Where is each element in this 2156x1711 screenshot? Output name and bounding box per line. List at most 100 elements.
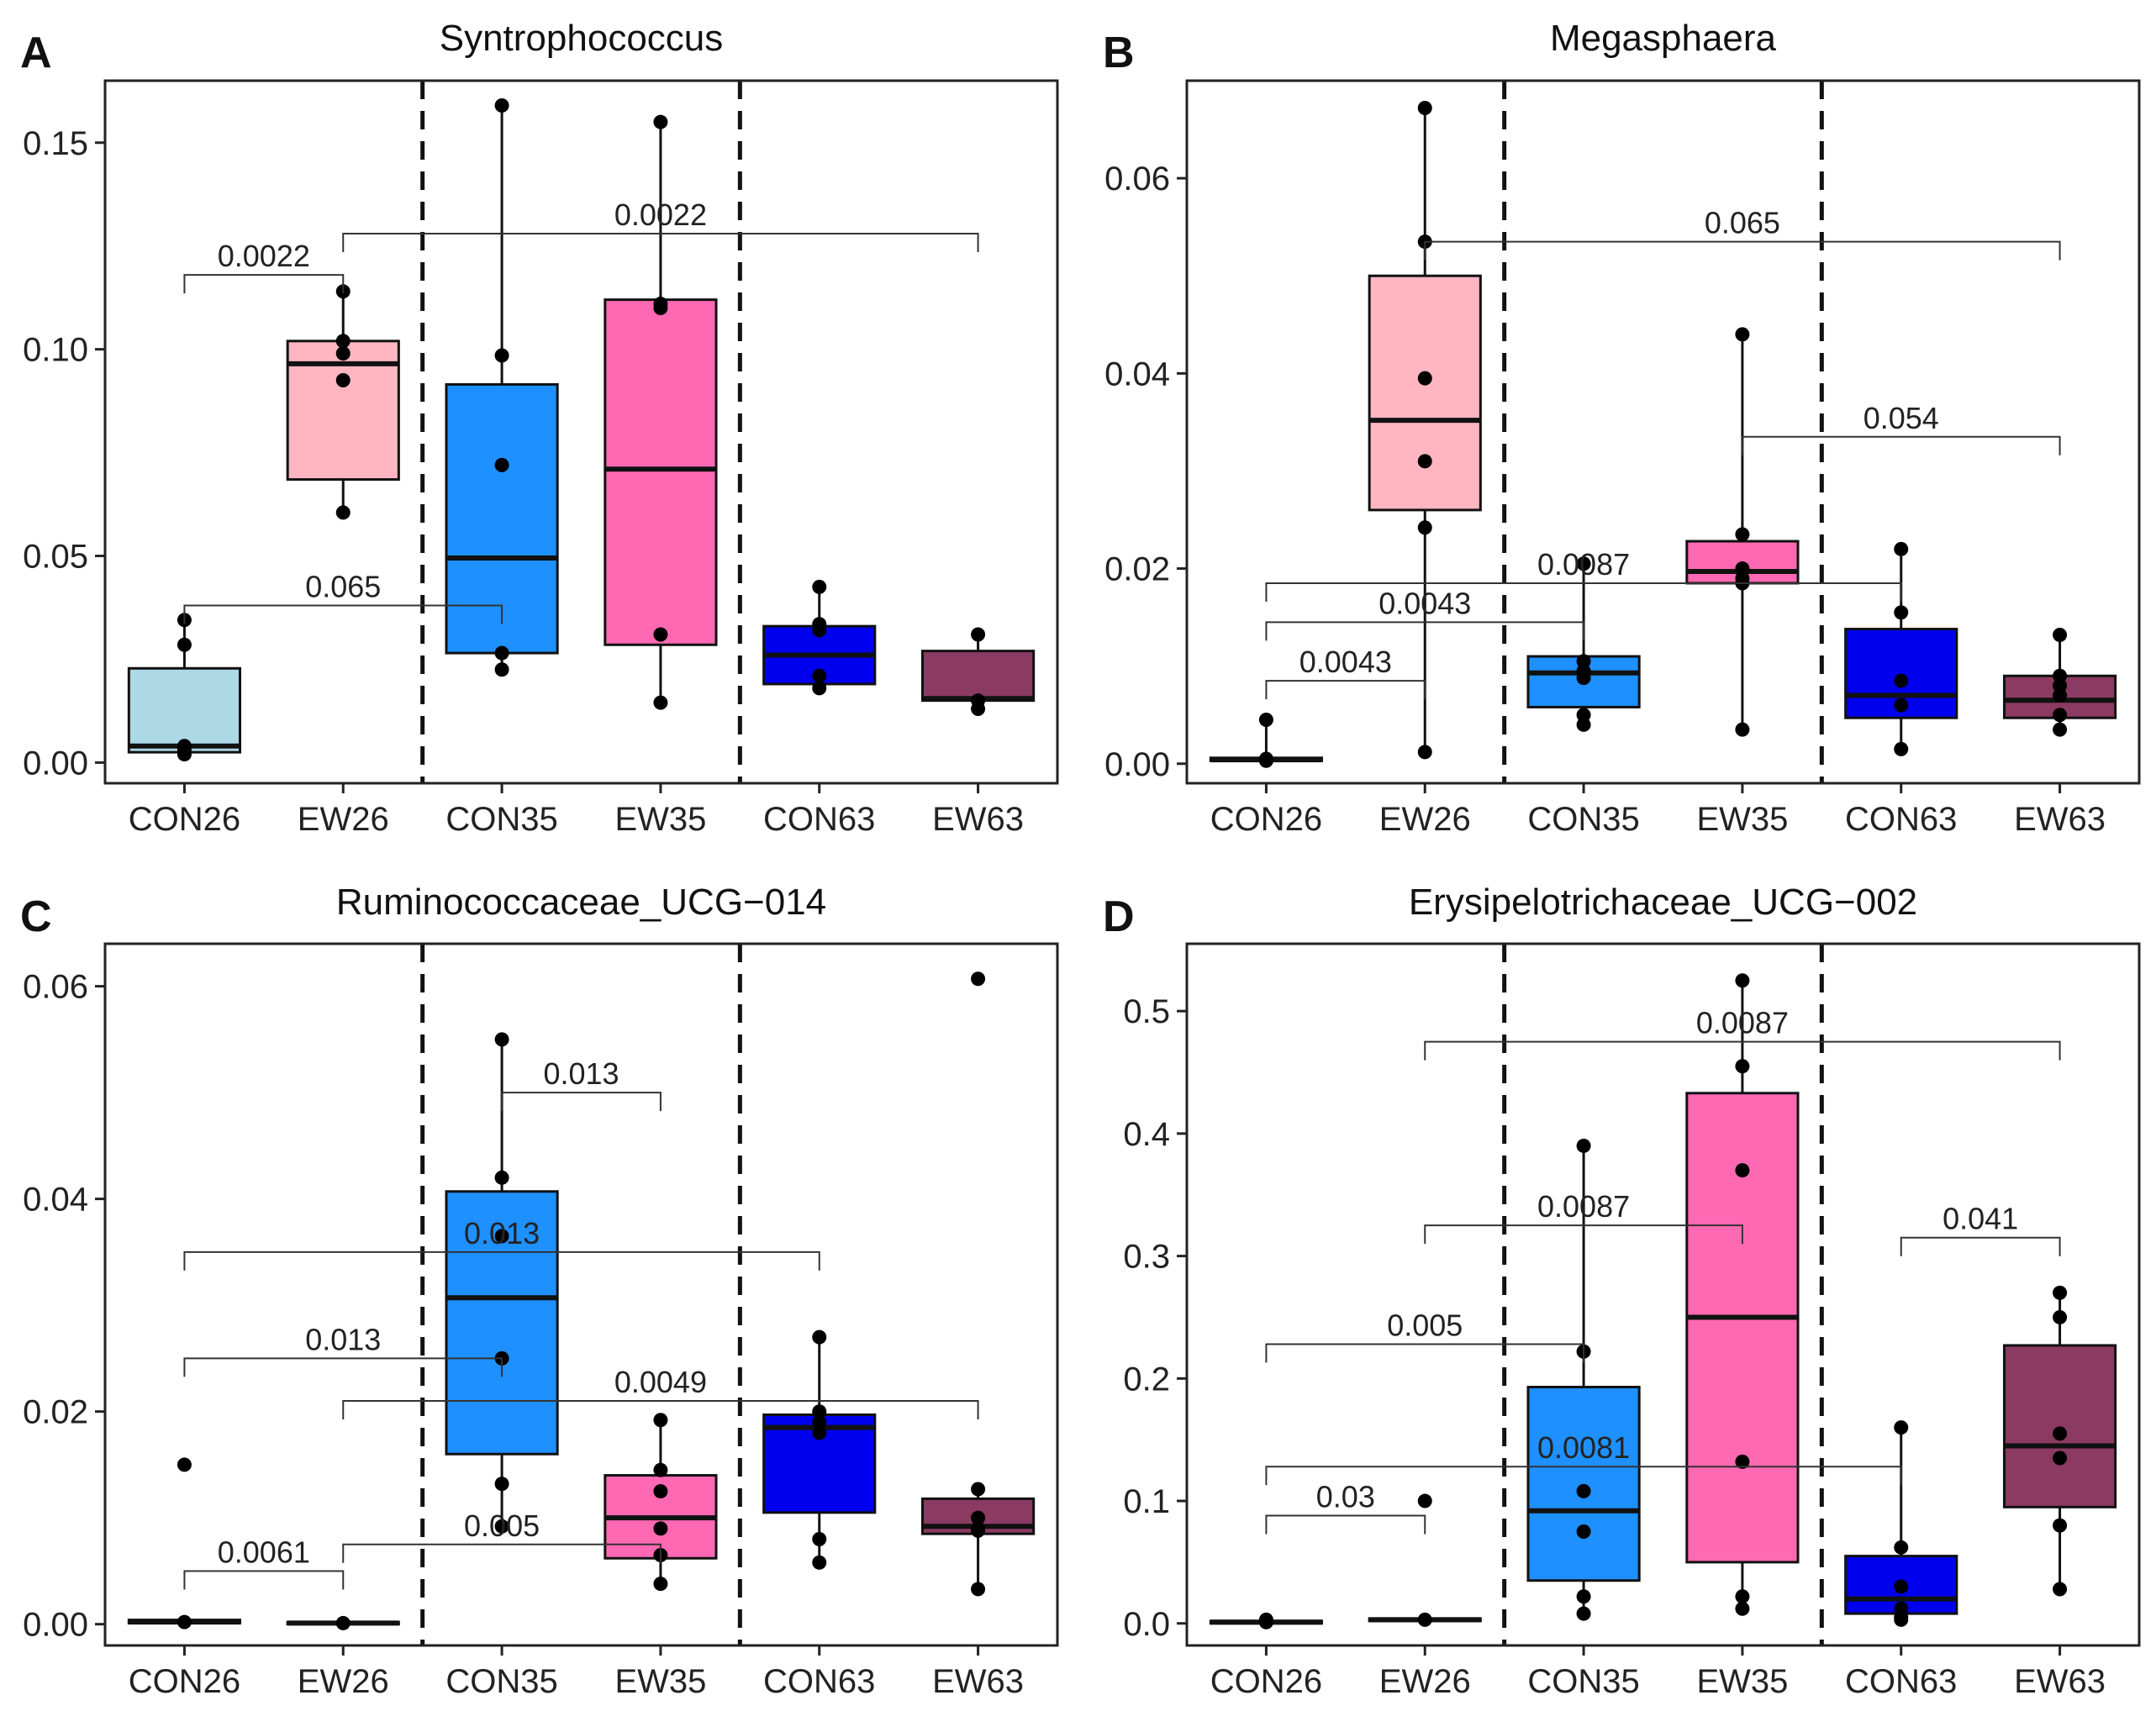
x-category-label: CON63 xyxy=(763,801,875,838)
box-ew35 xyxy=(1685,980,1800,1609)
comparison-bracket xyxy=(1265,1343,1585,1363)
comparison-bracket xyxy=(342,1543,662,1563)
x-category-label: CON26 xyxy=(129,801,240,838)
y-tick-label: 0.02 xyxy=(23,1394,88,1431)
data-point xyxy=(1894,605,1909,620)
data-point xyxy=(2053,1426,2068,1441)
data-point xyxy=(1576,717,1591,732)
p-value-label: 0.0049 xyxy=(614,1365,707,1399)
box-iqr xyxy=(1368,274,1482,512)
panel-letter: C xyxy=(20,892,52,941)
data-point xyxy=(1894,1420,1909,1435)
p-value-label: 0.0061 xyxy=(218,1535,310,1569)
y-tick-label: 0.04 xyxy=(1104,355,1170,392)
box-con26 xyxy=(127,619,242,755)
x-category-label: CON26 xyxy=(1210,1663,1322,1700)
data-point xyxy=(1894,1612,1909,1627)
data-point xyxy=(971,1510,986,1525)
comparison-bracket xyxy=(1424,240,2061,261)
p-value-label: 0.0022 xyxy=(614,197,707,232)
data-point xyxy=(1894,741,1909,756)
data-point xyxy=(494,1519,509,1534)
data-point xyxy=(1894,698,1909,713)
x-category-label: EW26 xyxy=(298,1663,389,1700)
data-point xyxy=(1735,1059,1750,1074)
y-tick-label: 0.00 xyxy=(1104,746,1170,783)
data-point xyxy=(1417,745,1432,760)
data-point xyxy=(494,1477,509,1492)
box-ew63 xyxy=(920,1489,1036,1589)
y-tick-label: 0.5 xyxy=(1123,993,1170,1030)
comparison-bracket xyxy=(183,1357,503,1377)
data-point xyxy=(177,1614,192,1629)
data-point xyxy=(1417,1612,1432,1627)
data-point xyxy=(1894,673,1909,688)
x-category-label: EW35 xyxy=(614,801,706,838)
comparison-bracket xyxy=(1265,582,1902,602)
comparison-bracket xyxy=(1424,1040,2061,1061)
box-iqr xyxy=(2002,1344,2117,1508)
data-point xyxy=(494,1032,509,1047)
data-point xyxy=(653,1577,668,1592)
comparison-bracket xyxy=(342,232,979,252)
data-point xyxy=(335,1615,351,1630)
comparison-bracket xyxy=(1265,1514,1426,1535)
data-point xyxy=(494,457,509,472)
comparison-bracket xyxy=(183,274,345,294)
box-con35 xyxy=(445,105,559,670)
x-category-label: CON63 xyxy=(1845,1663,1957,1700)
data-point xyxy=(812,1425,827,1440)
data-point xyxy=(2053,1582,2068,1597)
data-point xyxy=(2053,1285,2068,1300)
p-value-label: 0.0022 xyxy=(218,239,310,273)
data-point xyxy=(335,373,351,388)
box-iqr xyxy=(127,666,242,754)
x-category-label: EW35 xyxy=(1696,1663,1788,1700)
p-value-label: 0.005 xyxy=(464,1508,540,1543)
box-ew35 xyxy=(604,122,718,703)
box-iqr xyxy=(1526,1386,1641,1582)
data-point xyxy=(812,1531,827,1546)
data-point xyxy=(494,98,509,113)
x-category-label: CON63 xyxy=(763,1663,875,1700)
comparison-bracket xyxy=(183,604,503,624)
p-value-label: 0.0087 xyxy=(1696,1006,1789,1040)
data-point xyxy=(1894,1540,1909,1555)
data-point xyxy=(2053,628,2068,643)
y-tick-label: 0.06 xyxy=(1104,161,1170,197)
panel-a: A Syntrophococcus 0.0022 0.0022 0.065 0.00 0.0… xyxy=(20,18,1059,838)
comparison-bracket xyxy=(183,1570,345,1590)
data-point xyxy=(1894,541,1909,556)
data-point xyxy=(971,971,986,987)
data-point xyxy=(2053,1309,2068,1324)
panel-c: C Ruminococcaceae_UCG−014 0.013 0.013 0.013 0… xyxy=(20,882,1059,1700)
data-point xyxy=(653,1521,668,1536)
panel-title: Syntrophococcus xyxy=(440,18,724,59)
p-value-label: 0.0081 xyxy=(1537,1430,1630,1465)
panel-frame xyxy=(103,79,1059,785)
data-point xyxy=(2053,688,2068,703)
data-point xyxy=(335,346,351,361)
data-point xyxy=(1576,556,1591,571)
box-con35 xyxy=(445,1039,559,1527)
p-value-label: 0.065 xyxy=(305,570,381,604)
data-point xyxy=(1735,527,1750,542)
panel-letter: D xyxy=(1103,892,1135,941)
data-point xyxy=(812,1555,827,1570)
y-tick-label: 0.2 xyxy=(1123,1361,1170,1398)
data-point xyxy=(653,1413,668,1428)
y-tick-label: 0.0 xyxy=(1123,1606,1170,1643)
y-tick-label: 0.06 xyxy=(23,969,88,1006)
data-point xyxy=(177,747,192,762)
data-point xyxy=(1735,1601,1750,1616)
comparison-bracket xyxy=(1265,680,1426,700)
data-point xyxy=(494,662,509,677)
data-point xyxy=(177,1457,192,1472)
box-iqr xyxy=(920,650,1036,703)
data-point xyxy=(1735,1454,1750,1469)
data-point xyxy=(1735,973,1750,988)
y-tick-label: 0.04 xyxy=(23,1182,88,1219)
y-tick-label: 0.05 xyxy=(23,539,88,576)
box-con35 xyxy=(1526,563,1641,725)
